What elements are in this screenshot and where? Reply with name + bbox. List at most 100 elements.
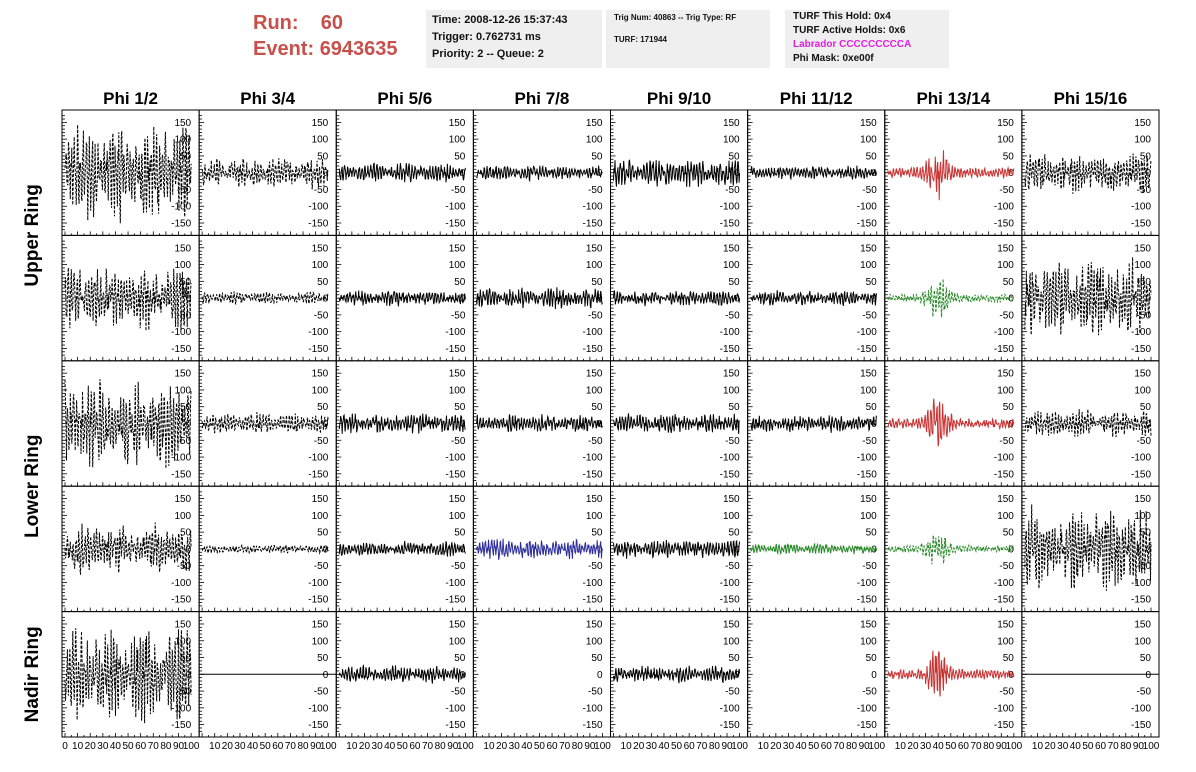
x-tick-label: 90	[310, 741, 322, 752]
x-tick-label: 40	[521, 741, 533, 752]
y-tick-label: 50	[729, 528, 741, 539]
y-tick-label: 50	[1003, 151, 1015, 162]
x-tick-label: 30	[234, 741, 246, 752]
x-tick-label: 50	[123, 741, 135, 752]
y-tick-label: 50	[317, 277, 329, 288]
y-tick-label: 100	[1134, 135, 1151, 146]
y-tick-label: -150	[720, 219, 740, 230]
y-tick-label: -100	[445, 202, 465, 213]
x-tick-label: 50	[945, 741, 957, 752]
x-tick-label: 80	[572, 741, 584, 752]
y-tick-label: 100	[449, 135, 466, 146]
y-tick-label: 0	[597, 670, 603, 681]
y-tick-label: 150	[312, 369, 329, 380]
y-tick-label: 0	[871, 294, 877, 305]
x-tick-label: 100	[731, 741, 748, 752]
y-tick-label: 50	[1140, 402, 1152, 413]
x-tick-label: 30	[920, 741, 932, 752]
y-tick-label: 50	[591, 528, 603, 539]
y-tick-label: 150	[860, 619, 877, 630]
x-tick-label: 30	[1057, 741, 1069, 752]
y-tick-label: -100	[994, 327, 1014, 338]
y-tick-label: 150	[312, 494, 329, 505]
y-tick-label: 100	[449, 385, 466, 396]
y-tick-label: -50	[314, 185, 329, 196]
y-tick-label: 100	[860, 636, 877, 647]
y-tick-label: -100	[1131, 703, 1151, 714]
y-tick-label: 0	[1008, 168, 1014, 179]
y-tick-label: 150	[586, 243, 603, 254]
y-tick-label: 50	[729, 402, 741, 413]
y-tick-label: 100	[586, 385, 603, 396]
waveform-trace	[201, 291, 329, 305]
x-tick-label: 90	[173, 741, 185, 752]
y-tick-label: 100	[449, 260, 466, 271]
y-tick-label: -150	[720, 344, 740, 355]
x-tick-label: 30	[97, 741, 109, 752]
x-tick-label: 40	[384, 741, 396, 752]
y-tick-label: -150	[1131, 469, 1151, 480]
y-tick-label: -100	[720, 703, 740, 714]
column-title: Phi 15/16	[1054, 89, 1128, 108]
y-tick-label: 0	[460, 419, 466, 430]
y-tick-label: 100	[449, 636, 466, 647]
y-tick-label: 50	[591, 151, 603, 162]
run-event-header: Run: 60 Event: 6943635	[253, 10, 398, 62]
y-tick-label: -50	[588, 561, 603, 572]
trigger-text: Trigger: 0.762731 ms	[432, 31, 541, 43]
time-text: Time: 2008-12-26 15:37:43	[432, 14, 568, 26]
y-tick-label: 150	[1134, 369, 1151, 380]
y-tick-label: -50	[177, 561, 192, 572]
y-tick-label: 100	[860, 511, 877, 522]
waveform-trace	[475, 287, 603, 310]
y-tick-label: 100	[586, 636, 603, 647]
x-tick-label: 70	[833, 741, 845, 752]
waveform-trace	[338, 664, 466, 684]
waveform-trace	[64, 628, 192, 724]
x-tick-label: 10	[758, 741, 770, 752]
event-label: Event:	[253, 38, 315, 60]
y-tick-label: -150	[994, 344, 1014, 355]
row-label: Upper Ring	[22, 184, 43, 286]
y-tick-label: -50	[1137, 185, 1152, 196]
y-tick-label: -150	[994, 595, 1014, 606]
y-tick-label: 50	[866, 528, 878, 539]
waveform-trace	[64, 124, 192, 224]
y-tick-label: 100	[312, 135, 329, 146]
y-tick-label: 50	[1140, 277, 1152, 288]
x-tick-label: 60	[684, 741, 696, 752]
waveform-trace	[750, 415, 878, 433]
y-tick-label: -150	[171, 219, 191, 230]
y-tick-label: 50	[591, 653, 603, 664]
waveform-trace	[201, 412, 329, 434]
x-tick-label: 30	[783, 741, 795, 752]
x-tick-label: 60	[546, 741, 558, 752]
y-tick-label: -100	[171, 202, 191, 213]
y-tick-label: -150	[857, 720, 877, 731]
x-tick-label: 70	[148, 741, 160, 752]
x-tick-label: 100	[1143, 741, 1160, 752]
y-tick-label: -50	[314, 310, 329, 321]
y-tick-label: 100	[586, 511, 603, 522]
waveform-trace	[887, 398, 1015, 447]
y-tick-label: -150	[582, 344, 602, 355]
y-tick-label: -100	[445, 327, 465, 338]
y-tick-label: 100	[586, 135, 603, 146]
x-tick-label: 60	[135, 741, 147, 752]
waveform-trace	[887, 278, 1015, 318]
y-tick-label: 150	[449, 243, 466, 254]
x-tick-label: 80	[1120, 741, 1132, 752]
x-tick-label: 100	[320, 741, 337, 752]
y-tick-label: -50	[1137, 687, 1152, 698]
x-tick-label: 20	[359, 741, 371, 752]
waveform-trace	[887, 535, 1015, 565]
y-tick-label: 100	[723, 135, 740, 146]
y-tick-label: -150	[582, 595, 602, 606]
x-tick-label: 40	[658, 741, 670, 752]
y-tick-label: -150	[308, 469, 328, 480]
y-tick-label: -50	[177, 687, 192, 698]
column-title: Phi 7/8	[515, 89, 570, 108]
y-tick-label: 150	[586, 118, 603, 129]
y-tick-label: -50	[725, 561, 740, 572]
y-tick-label: -150	[582, 720, 602, 731]
